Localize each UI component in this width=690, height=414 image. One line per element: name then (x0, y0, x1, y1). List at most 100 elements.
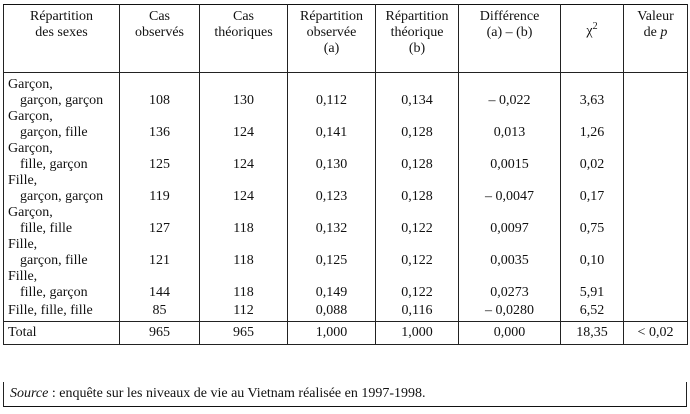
cell-observed-cases: 85 (119, 301, 200, 322)
sex-distribution-table: Répartition des sexes Cas observés Cas t… (3, 4, 688, 345)
cell-observed-cases: 108 (119, 72, 200, 109)
cell-p-value (623, 141, 688, 173)
cell-chi-square: 6,52 (560, 301, 624, 322)
total-theoretical-distribution: 1,000 (375, 321, 459, 345)
cell-theoretical-cases: 118 (199, 237, 288, 269)
row-label-line1: Fille, (8, 237, 38, 252)
cell-theoretical-distribution: 0,128 (375, 141, 459, 173)
chi-symbol: χ (586, 23, 593, 39)
cell-observed-distribution: 0,125 (287, 237, 376, 269)
cell-theoretical-cases: 124 (199, 141, 288, 173)
cell-p-value (623, 173, 688, 205)
p-variable: p (660, 25, 668, 40)
total-row: Total 965 965 1,000 1,000 0,000 18,35 < … (3, 321, 688, 345)
cell-observed-distribution: 0,088 (287, 301, 376, 322)
cell-chi-square: 0,10 (560, 237, 624, 269)
table-row: Garçon, fille, garçon 125 124 0,130 0,128 0,00… (3, 141, 688, 173)
cell-observed-distribution: 0,141 (287, 109, 376, 141)
cell-theoretical-cases: 112 (199, 301, 288, 322)
source-text: : enquête sur les niveaux de vie au Viet… (48, 386, 426, 401)
cell-theoretical-cases: 130 (199, 72, 288, 109)
row-label-line2: fille, fille (20, 221, 73, 236)
header-observed-distribution: Répartition observée (a) (287, 4, 376, 73)
row-label: Fille, fille, fille (3, 301, 120, 322)
cell-theoretical-cases: 124 (199, 109, 288, 141)
header-observed-cases: Cas observés (119, 4, 200, 73)
cell-chi-square: 0,75 (560, 205, 624, 237)
table-row: Garçon, garçon, garçon 108 130 0,112 0,134– 0… (3, 72, 688, 109)
cell-theoretical-distribution: 0,128 (375, 173, 459, 205)
cell-theoretical-distribution: 0,122 (375, 237, 459, 269)
cell-difference: – 0,022 (458, 72, 561, 109)
cell-p-value (623, 109, 688, 141)
cell-observed-cases: 119 (119, 173, 200, 205)
table-row: Garçon, fille, fille 127 118 0,132 0,122 0,009… (3, 205, 688, 237)
cell-observed-distribution: 0,112 (287, 72, 376, 109)
header-chi-square: χ2 (560, 4, 624, 73)
row-label: Garçon, garçon, fille (3, 109, 120, 141)
row-label-line1: Garçon, (8, 77, 53, 92)
cell-p-value (623, 72, 688, 109)
cell-theoretical-distribution: 0,128 (375, 109, 459, 141)
header-difference: Différence (a) – (b) (458, 4, 561, 73)
cell-difference: – 0,0047 (458, 173, 561, 205)
total-difference: 0,000 (458, 321, 561, 345)
row-label: Garçon, fille, garçon (3, 141, 120, 173)
row-label-line1: Garçon, (8, 205, 53, 220)
cell-theoretical-cases: 124 (199, 173, 288, 205)
row-label-line1: Fille, fille, fille (8, 303, 93, 318)
cell-observed-distribution: 0,132 (287, 205, 376, 237)
source-note: Source : enquête sur les niveaux de vie … (3, 382, 687, 407)
row-label-line2: garçon, fille (20, 253, 88, 268)
cell-observed-cases: 127 (119, 205, 200, 237)
cell-p-value (623, 301, 688, 322)
header-sex-distribution: Répartition des sexes (3, 4, 120, 73)
row-label-line2: fille, garçon (20, 157, 88, 172)
cell-difference: 0,013 (458, 109, 561, 141)
cell-chi-square: 3,63 (560, 72, 624, 109)
table-row: Fille, fille, fille 85 112 0,088 0,116– 0,02… (3, 301, 688, 322)
cell-difference: 0,0015 (458, 141, 561, 173)
table-body: Garçon, garçon, garçon 108 130 0,112 0,134– 0… (3, 72, 688, 322)
cell-p-value (623, 205, 688, 237)
cell-difference: – 0,0280 (458, 301, 561, 322)
cell-observed-cases: 144 (119, 269, 200, 301)
total-p-value: < 0,02 (623, 321, 688, 345)
cell-theoretical-cases: 118 (199, 269, 288, 301)
total-observed-distribution: 1,000 (287, 321, 376, 345)
cell-difference: 0,0097 (458, 205, 561, 237)
row-label-line2: fille, garçon (20, 285, 88, 300)
header-p-value: Valeur de p (623, 4, 688, 73)
cell-p-value (623, 269, 688, 301)
row-label-line1: Garçon, (8, 141, 53, 156)
cell-theoretical-distribution: 0,122 (375, 269, 459, 301)
total-observed: 965 (119, 321, 200, 345)
total-label: Total (3, 321, 120, 345)
cell-observed-distribution: 0,123 (287, 173, 376, 205)
header-theoretical-cases: Cas théoriques (199, 4, 288, 73)
row-label: Fille, garçon, garçon (3, 173, 120, 205)
header-theoretical-distribution: Répartition théorique (b) (375, 4, 459, 73)
row-label-line1: Fille, (8, 269, 38, 284)
table-row: Garçon, garçon, fille 136 124 0,141 0,128 0,01… (3, 109, 688, 141)
cell-observed-distribution: 0,149 (287, 269, 376, 301)
header-row: Répartition des sexes Cas observés Cas t… (3, 4, 688, 73)
cell-difference: 0,0273 (458, 269, 561, 301)
cell-theoretical-cases: 118 (199, 205, 288, 237)
row-label: Fille, fille, garçon (3, 269, 120, 301)
cell-difference: 0,0035 (458, 237, 561, 269)
cell-observed-cases: 136 (119, 109, 200, 141)
cell-chi-square: 0,17 (560, 173, 624, 205)
row-label: Fille, garçon, fille (3, 237, 120, 269)
chi-exponent: 2 (592, 21, 598, 32)
row-label-line2: garçon, garçon (20, 189, 104, 204)
row-label-line2: garçon, garçon (20, 93, 104, 108)
cell-chi-square: 5,91 (560, 269, 624, 301)
row-label: Garçon, garçon, garçon (3, 72, 120, 109)
cell-observed-cases: 125 (119, 141, 200, 173)
cell-observed-cases: 121 (119, 237, 200, 269)
row-label-line2: garçon, fille (20, 125, 88, 140)
cell-chi-square: 0,02 (560, 141, 624, 173)
table-row: Fille, fille, garçon 144 118 0,149 0,122 0,027… (3, 269, 688, 301)
